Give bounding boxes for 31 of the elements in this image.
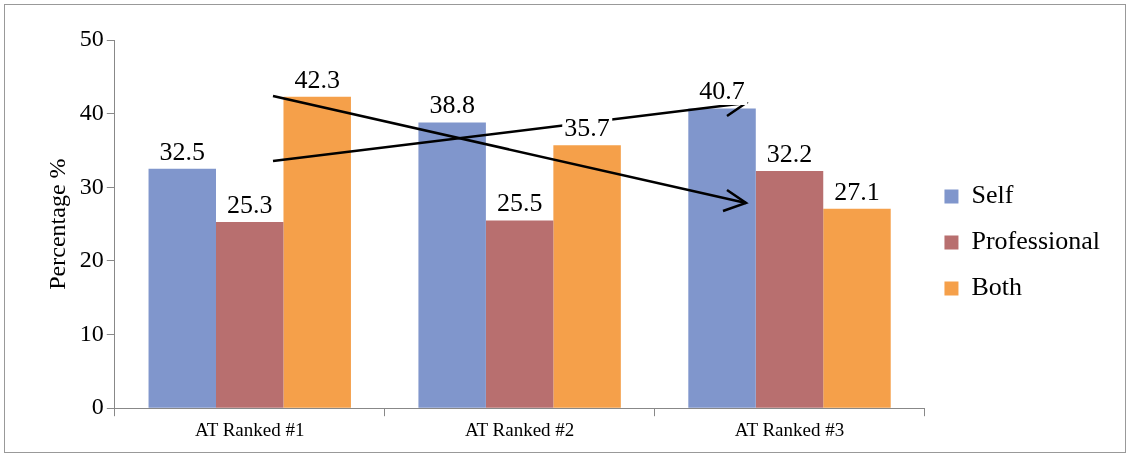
x-tick-label: AT Ranked #1	[195, 418, 305, 440]
y-tick-label: 0	[91, 393, 104, 420]
x-tick-label: AT Ranked #3	[734, 418, 845, 440]
data-label: 32.2	[764, 139, 815, 169]
y-tick-label: 20	[79, 246, 104, 273]
y-tick-label: 30	[79, 172, 104, 199]
data-label: 35.7	[562, 113, 612, 143]
data-label: 25.5	[494, 188, 545, 218]
data-label: 42.3	[292, 64, 342, 94]
bar	[823, 208, 891, 408]
bar	[283, 96, 351, 408]
bar	[148, 168, 217, 408]
legend-label: Self	[971, 180, 1014, 210]
y-tick-label: 40	[79, 98, 104, 125]
data-label: 27.1	[832, 176, 882, 206]
bar	[688, 108, 756, 408]
bar	[216, 221, 284, 408]
data-label: 32.5	[157, 136, 208, 166]
data-label: 25.3	[224, 189, 275, 219]
legend-label: Professional	[971, 226, 1101, 256]
bar	[553, 145, 621, 408]
x-tick-label: AT Ranked #2	[464, 418, 575, 440]
bar	[755, 171, 824, 408]
y-axis-title: Percentage %	[43, 158, 70, 290]
y-tick-label: 10	[79, 319, 104, 346]
bar	[418, 122, 486, 408]
y-tick-label: 50	[79, 25, 104, 52]
data-label: 40.7	[697, 76, 747, 106]
bar	[485, 220, 554, 408]
data-label: 38.8	[427, 90, 477, 120]
legend-label: Both	[971, 272, 1023, 302]
